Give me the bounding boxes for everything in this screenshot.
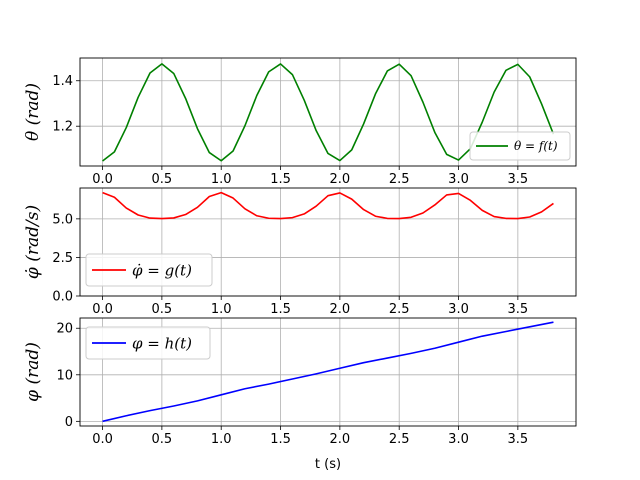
y-tick-label: 0.0 — [52, 290, 73, 305]
x-tick-label: 3.0 — [448, 432, 469, 447]
x-tick-label: 0.5 — [152, 302, 173, 317]
legend: θ = f(t) — [469, 131, 571, 161]
x-tick-label: 3.0 — [448, 302, 469, 317]
legend-label: φ = h(t) — [132, 334, 192, 352]
x-tick-label: 0.0 — [92, 172, 113, 187]
y-tick-label: 10 — [56, 368, 73, 383]
legend-box — [85, 326, 211, 360]
x-tick-label: 3.5 — [508, 432, 529, 447]
series-line-2 — [102, 191, 554, 220]
y-tick-label: 20 — [56, 322, 73, 337]
x-axis-label: t (s) — [315, 457, 341, 472]
x-tick-label: 3.5 — [508, 302, 529, 317]
subplot-3: 0.0 0.5 1.0 1.5 2.0 2.5 3.0 3.5 0 10 20 φ (rad) t (s… — [23, 317, 577, 472]
x-tick-label: 2.0 — [330, 172, 351, 187]
x-tick-label: 3.0 — [448, 172, 469, 187]
x-tick-label: 0.0 — [92, 432, 113, 447]
series-line-1 — [102, 63, 555, 162]
x-tick-label: 1.5 — [270, 302, 291, 317]
y-axis-label: θ (rad) — [23, 83, 43, 141]
legend: φ̇ = g(t) — [85, 253, 213, 287]
y-axis-label: φ (rad) — [23, 342, 43, 402]
x-tick-label: 1.5 — [270, 172, 291, 187]
axes-frame — [79, 57, 577, 167]
subplot-1: 0.0 0.5 1.0 1.5 2.0 2.5 3.0 3.5 1.2 1.4 θ (rad) θ =… — [23, 57, 577, 187]
legend-label: φ̇ = g(t) — [132, 261, 192, 279]
x-tick-label: 0.5 — [152, 172, 173, 187]
y-tick-label: 1.2 — [52, 120, 73, 135]
x-tick-label: 1.5 — [270, 432, 291, 447]
y-tick-label: 5.0 — [52, 212, 73, 227]
axes-frame — [79, 317, 577, 427]
y-axis-label: φ̇ (rad/s) — [23, 205, 43, 279]
x-tick-label: 2.0 — [330, 302, 351, 317]
x-tick-label: 0.0 — [92, 302, 113, 317]
x-tick-label: 2.0 — [330, 432, 351, 447]
legend: φ = h(t) — [85, 326, 211, 360]
y-tick-label: 2.5 — [52, 251, 73, 266]
x-tick-label: 3.5 — [508, 172, 529, 187]
x-tick-label: 1.0 — [211, 302, 232, 317]
x-tick-label: 1.0 — [211, 172, 232, 187]
x-tick-label: 1.0 — [211, 432, 232, 447]
subplot-2: 0.0 0.5 1.0 1.5 2.0 2.5 3.0 3.5 0.0 2.5 5.0 φ̇ (rad… — [23, 187, 577, 317]
y-tick-label: 0 — [65, 415, 73, 430]
axes-frame — [79, 187, 577, 297]
legend-box — [469, 131, 571, 161]
x-tick-label: 2.5 — [389, 302, 410, 317]
legend-label: θ = f(t) — [514, 139, 558, 153]
x-tick-label: 0.5 — [152, 432, 173, 447]
x-tick-label: 2.5 — [389, 432, 410, 447]
x-tick-label: 2.5 — [389, 172, 410, 187]
legend-box — [85, 253, 213, 287]
series-line-3 — [102, 321, 554, 423]
y-tick-label: 1.4 — [52, 74, 73, 89]
